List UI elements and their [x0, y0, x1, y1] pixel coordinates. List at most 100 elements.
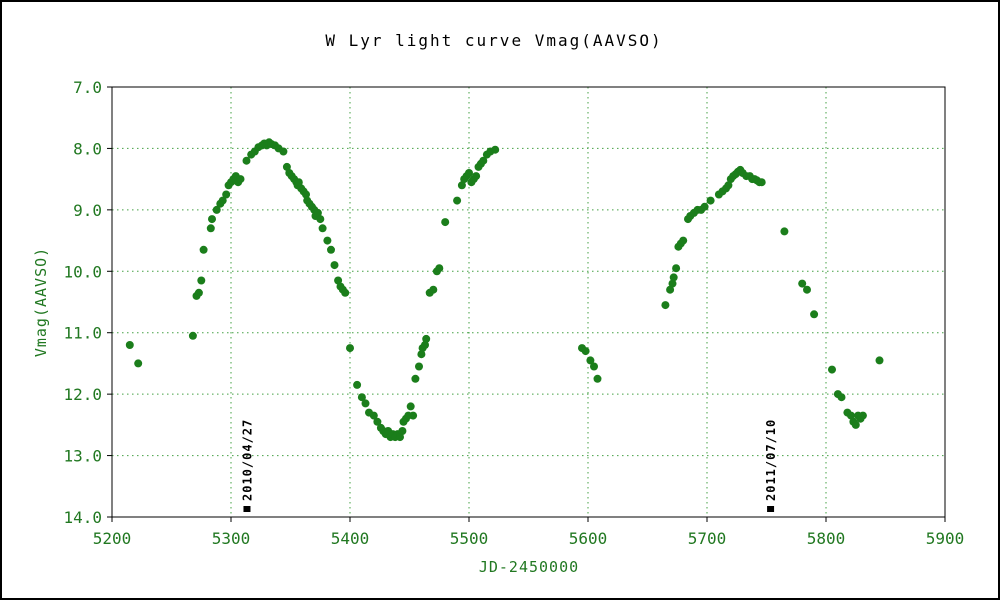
- x-tick-label: 5700: [688, 529, 727, 548]
- data-points: [125, 138, 884, 442]
- data-point: [858, 411, 867, 420]
- data-point: [318, 224, 327, 233]
- data-point: [421, 341, 429, 349]
- y-tick-label: 13.0: [63, 447, 102, 466]
- gridlines: [112, 87, 945, 517]
- data-point: [134, 359, 143, 368]
- data-point: [441, 218, 450, 227]
- data-point: [411, 374, 420, 383]
- data-point: [581, 347, 590, 356]
- data-point: [396, 433, 404, 442]
- data-point: [330, 261, 339, 270]
- y-tick-label: 10.0: [63, 262, 102, 281]
- data-point: [406, 402, 415, 411]
- data-point: [313, 208, 322, 217]
- axis-ticks: [107, 86, 946, 522]
- data-point: [206, 224, 215, 233]
- data-point: [236, 175, 245, 184]
- data-point: [593, 374, 602, 383]
- data-point: [757, 178, 766, 187]
- data-point: [222, 190, 231, 199]
- data-point: [409, 411, 418, 420]
- y-tick-label: 9.0: [73, 201, 102, 220]
- y-tick-label: 14.0: [63, 508, 102, 527]
- x-tick-label: 5400: [331, 529, 370, 548]
- data-point: [302, 190, 310, 199]
- chart-title: W Lyr light curve Vmag(AAVSO): [325, 31, 662, 50]
- data-point: [837, 393, 846, 402]
- annotation-marker: [767, 506, 775, 512]
- data-point: [357, 393, 366, 402]
- data-point: [208, 215, 216, 224]
- data-point: [429, 285, 438, 294]
- data-point: [810, 310, 819, 319]
- data-point: [724, 181, 733, 190]
- data-point: [847, 411, 855, 420]
- date-annotations: 2010/04/27 2011/07/10: [240, 419, 778, 512]
- data-point: [472, 172, 481, 181]
- data-point: [279, 147, 288, 156]
- x-tick-label: 5900: [926, 529, 965, 548]
- data-point: [590, 362, 598, 371]
- x-tick-label: 5300: [212, 529, 251, 548]
- data-point: [212, 205, 221, 214]
- data-point: [422, 334, 431, 343]
- data-point: [294, 178, 303, 187]
- data-point: [668, 279, 677, 288]
- data-point: [479, 156, 488, 165]
- y-tick-label: 8.0: [73, 139, 102, 158]
- data-point: [369, 411, 378, 420]
- x-tick-label: 5500: [450, 529, 489, 548]
- data-point: [242, 156, 251, 165]
- data-point: [851, 420, 860, 429]
- data-point: [282, 162, 291, 171]
- data-point: [706, 196, 715, 205]
- data-point: [199, 245, 208, 254]
- data-point: [323, 236, 332, 245]
- data-point: [798, 279, 807, 288]
- data-point: [346, 344, 354, 353]
- data-point: [218, 196, 227, 205]
- data-point: [316, 215, 325, 224]
- date-annotation: 2011/07/10: [764, 419, 778, 512]
- data-point: [417, 350, 426, 359]
- data-point: [666, 285, 675, 294]
- data-point: [465, 169, 473, 177]
- data-point: [361, 399, 370, 408]
- y-tick-label: 12.0: [63, 385, 102, 404]
- data-point: [327, 245, 335, 254]
- data-point: [341, 288, 350, 297]
- data-point: [194, 288, 203, 297]
- data-point: [875, 356, 884, 365]
- annotation-marker: [243, 506, 251, 512]
- data-point: [415, 362, 423, 371]
- data-point: [803, 285, 811, 294]
- x-tick-labels: 5200 5300 5400 5500 5600 5700 5800 5900: [93, 529, 965, 548]
- data-point: [491, 145, 500, 154]
- x-tick-label: 5200: [93, 529, 132, 548]
- data-point: [435, 264, 444, 273]
- data-point: [679, 236, 688, 245]
- data-point: [334, 276, 343, 285]
- plot-border: [111, 86, 946, 518]
- data-point: [700, 202, 709, 211]
- data-point: [586, 356, 595, 365]
- data-point: [780, 227, 789, 236]
- x-axis-label: JD-2450000: [479, 558, 579, 576]
- y-tick-labels: 7.0 8.0 9.0 10.0 11.0 12.0 13.0 14.0: [63, 78, 102, 527]
- annotation-label: 2011/07/10: [764, 419, 778, 501]
- x-tick-label: 5600: [569, 529, 608, 548]
- data-point: [661, 301, 670, 310]
- data-point: [125, 341, 134, 349]
- y-tick-label: 11.0: [63, 324, 102, 343]
- date-annotation: 2010/04/27: [240, 419, 254, 512]
- x-tick-label: 5800: [807, 529, 846, 548]
- data-point: [197, 276, 206, 285]
- data-point: [353, 380, 362, 389]
- data-point: [373, 417, 382, 426]
- y-tick-label: 7.0: [73, 78, 102, 97]
- data-point: [828, 365, 836, 374]
- data-point: [453, 196, 462, 205]
